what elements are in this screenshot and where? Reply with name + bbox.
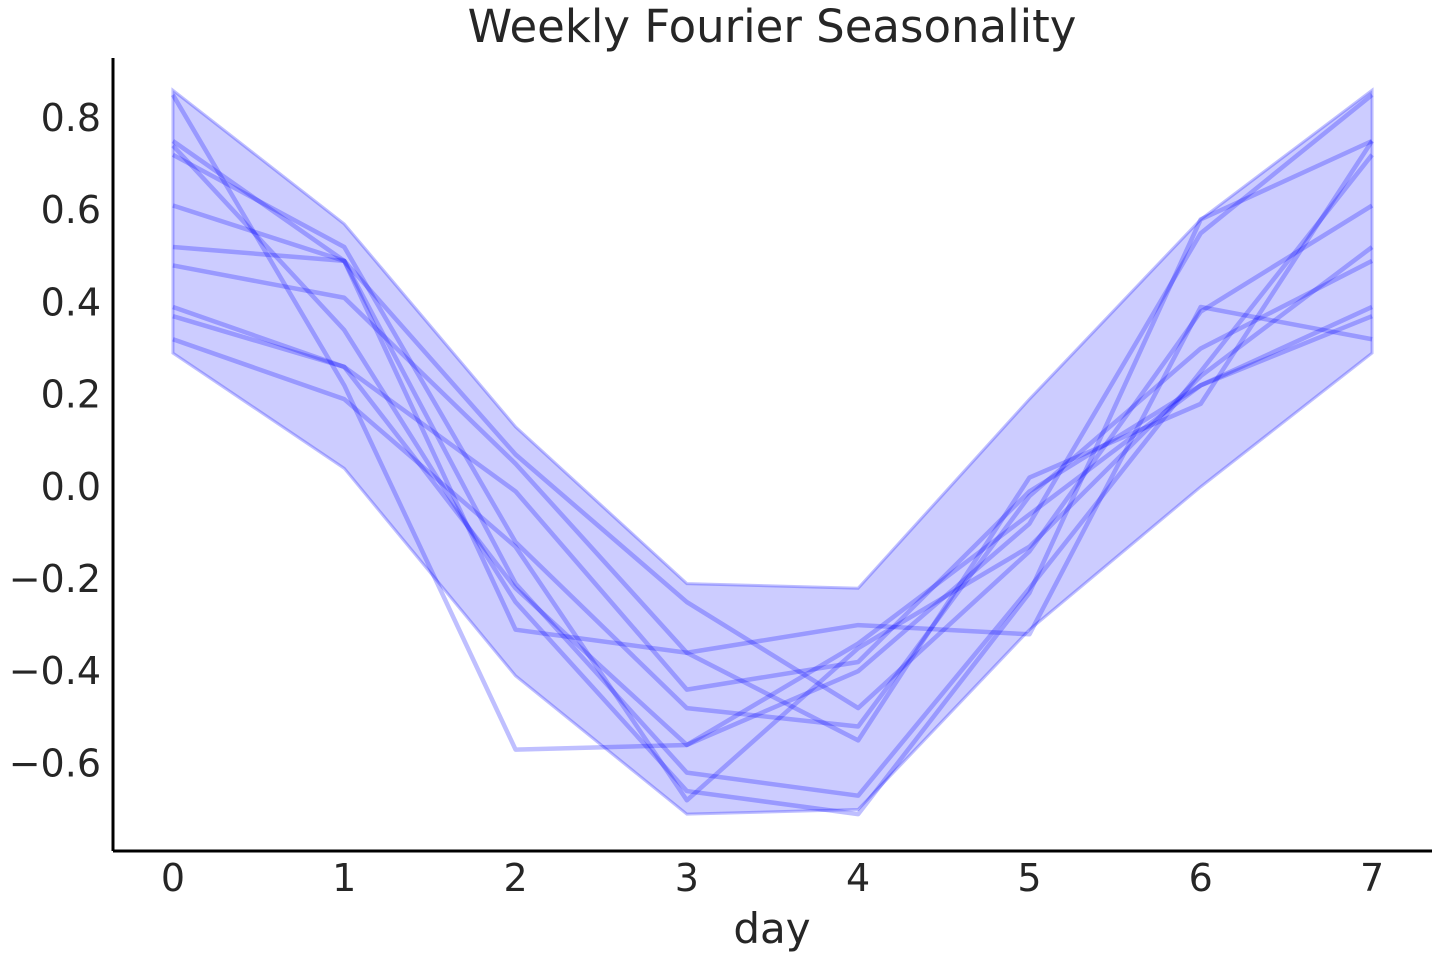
y-tick-labels: 0.8 0.6 0.4 0.2 0.0 −0.2 −0.4 −0.6 <box>9 96 101 785</box>
confidence-band <box>171 87 1374 816</box>
y-tick-label: 0.2 <box>41 373 101 417</box>
series-line-1 <box>171 93 1374 752</box>
series-line-7 <box>172 139 1374 743</box>
x-tick-label: 7 <box>1360 856 1384 900</box>
series-line-9 <box>172 304 1373 748</box>
y-tick-label: −0.4 <box>9 649 101 693</box>
x-tick-label: 1 <box>332 856 356 900</box>
y-tick-label: 0.0 <box>41 465 101 509</box>
chart-title: Weekly Fourier Seasonality <box>468 0 1077 53</box>
series-line-3 <box>171 138 1373 817</box>
x-tick-label: 5 <box>1017 856 1041 900</box>
x-tick-label: 6 <box>1189 856 1213 900</box>
x-tick-label: 2 <box>503 856 527 900</box>
y-tick-label: 0.8 <box>41 96 101 140</box>
series-line-10 <box>172 245 1374 803</box>
x-tick-label: 3 <box>675 856 699 900</box>
series-line-2 <box>171 139 1373 655</box>
x-axis-label: day <box>733 904 810 953</box>
series-line-5 <box>172 153 1374 798</box>
x-tick-label: 0 <box>161 856 185 900</box>
y-tick-label: −0.2 <box>9 557 101 601</box>
x-tick-labels: 0 1 2 3 4 5 6 7 <box>161 856 1384 900</box>
y-tick-label: 0.4 <box>41 280 101 324</box>
series-line-6 <box>172 203 1374 711</box>
series-line-4 <box>171 152 1374 729</box>
series-line-8 <box>172 304 1373 692</box>
y-tick-label: −0.6 <box>9 741 101 785</box>
y-tick-label: 0.6 <box>41 188 101 232</box>
x-tick-label: 4 <box>846 856 870 900</box>
plot-area <box>171 87 1374 817</box>
